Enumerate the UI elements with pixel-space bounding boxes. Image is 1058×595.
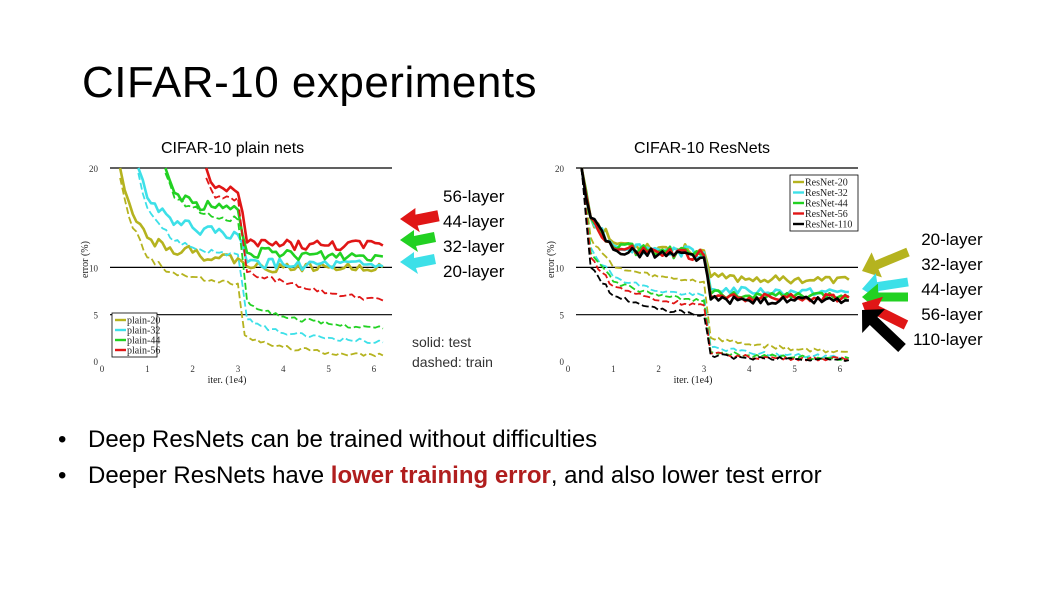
plain-xtick-label: 3 [236,364,241,374]
plain-xtick-label: 4 [281,364,286,374]
bullet-2-pre: Deeper ResNets have [88,462,331,489]
plain-32-test-line [137,167,384,271]
right-annotations: 20-layer 32-layer 44-layer 56-layer 110-… [913,227,983,352]
resnet-110-test-line [580,167,849,306]
plain-ytick-label: 0 [94,357,99,367]
label-32-layer-res: 32-layer [921,255,983,274]
arrow-32-layer-icon [400,252,436,274]
plain-44-train-line [164,172,384,330]
resnet-56-train-line [580,167,849,362]
bullet-dot: • [58,426,67,453]
resnet-xtick-label: 2 [656,364,661,374]
resnet-yaxis-label: error (%) [546,241,557,278]
plain-ytick-label: 5 [94,311,99,321]
plain-xaxis-label: iter. (1e4) [208,375,247,386]
resnet-chart-title: CIFAR-10 ResNets [634,140,771,157]
resnet-xtick-label: 3 [702,364,707,374]
resnet-xtick-label: 5 [792,364,797,374]
plain-ytick-label: 10 [89,263,99,273]
plain-ytick-label: 20 [89,164,99,174]
resnet-xtick-label: 4 [747,364,752,374]
resnet-ytick-label: 5 [560,311,565,321]
bullet-item-1: • Deep ResNets can be trained without dif… [58,422,822,458]
plain-44-test-line [164,167,384,262]
arrow-44-layer-icon [400,230,436,252]
label-56-layer-res: 56-layer [921,305,983,324]
plain-32-train-line [137,172,384,345]
line-style-note: solid: test dashed: train [412,332,493,372]
label-56-layer: 56-layer [443,187,505,206]
arrow-56-layer-icon [400,208,440,233]
plain-56-train-line [205,177,384,302]
resnet-20-train-line [580,167,849,354]
plain-xtick-label: 0 [100,364,105,374]
slide-title: CIFAR-10 experiments [82,58,538,107]
left-annotations: 56-layer 44-layer 32-layer 20-layer [443,184,504,284]
bullet-list: • Deep ResNets can be trained without dif… [58,422,822,494]
plain-20-train-line [119,177,384,358]
resnet-110-train-line [580,167,850,362]
plain-20-test-line [118,167,384,274]
label-110-layer-res: 110-layer [913,330,983,349]
plain-chart-title: CIFAR-10 plain nets [161,140,305,157]
bullet-dot: • [58,462,67,489]
bullet-2-highlight: lower training error [330,462,551,489]
resnet-legend-entry: ResNet-20 [805,178,848,189]
resnet-xtick-label: 0 [566,364,571,374]
solid-note: solid: test [412,334,472,350]
resnet-xaxis-label: iter. (1e4) [674,375,713,386]
bullet-item-2: • Deeper ResNets have lower training erro… [58,458,822,494]
resnet-legend-entry: ResNet-32 [805,188,848,199]
plain-legend-entry: plain-44 [127,336,160,347]
plain-xtick-label: 5 [326,364,331,374]
label-44-layer: 44-layer [443,212,505,231]
resnet-legend-entry: ResNet-44 [805,199,848,210]
plain-legend-entry: plain-56 [127,346,160,357]
resnet-legend-entry: ResNet-110 [805,220,852,231]
bullet-2-post: , and also lower test error [550,462,822,489]
resnet-44-train-line [580,167,850,361]
arrow-110-layer-res-icon [862,309,906,352]
resnet-ytick-label: 20 [555,164,565,174]
label-32-layer: 32-layer [443,237,505,256]
plain-56-test-line [204,167,384,252]
plain-xtick-label: 2 [190,364,195,374]
resnet-xtick-label: 1 [611,364,616,374]
resnet-ytick-label: 0 [560,357,565,367]
resnet-ytick-label: 10 [555,263,565,273]
plain-xtick-label: 6 [372,364,377,374]
resnet-xtick-label: 6 [838,364,843,374]
plain-legend-entry: plain-32 [127,326,160,337]
dashed-note: dashed: train [412,354,493,370]
bullet-1-text: Deep ResNets can be trained without diff… [88,426,598,453]
plain-yaxis-label: error (%) [80,241,91,278]
arrow-20-layer-res-icon [862,247,910,278]
arrow-56-layer-res-icon [862,296,909,330]
label-20-layer: 20-layer [443,262,505,281]
label-20-layer-res: 20-layer [921,230,983,249]
resnet-legend-entry: ResNet-56 [805,209,848,220]
plain-xtick-label: 1 [145,364,150,374]
plain-legend-entry: plain-20 [127,316,160,327]
label-44-layer-res: 44-layer [921,280,983,299]
